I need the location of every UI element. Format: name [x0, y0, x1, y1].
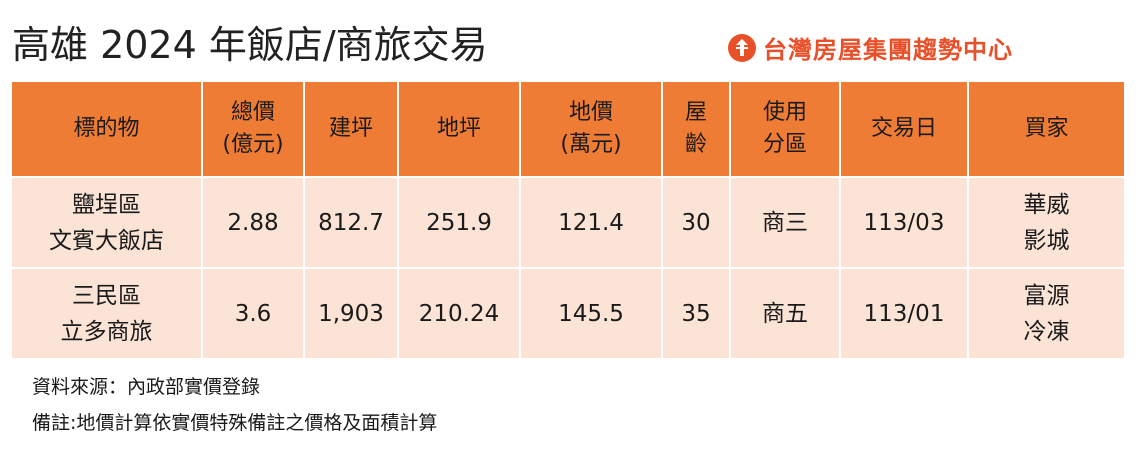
- cell-property: 鹽埕區 文賓大飯店: [12, 176, 203, 268]
- header-total-price: 總價 (億元): [202, 82, 305, 177]
- cell-buyer: 華威 影城: [968, 176, 1124, 268]
- header-property: 標的物: [12, 82, 203, 177]
- source-note: 資料來源：內政部實價登錄: [32, 376, 261, 398]
- table-row: 鹽埕區 文賓大飯店 2.88 812.7 251.9 121.4 30 商三 11…: [12, 176, 1124, 268]
- header-trade-date: 交易日: [840, 82, 969, 177]
- cell-trade-date: 113/03: [840, 176, 969, 268]
- brand: 台灣房屋集團趨勢中心: [727, 30, 1013, 65]
- cell-land-area: 251.9: [398, 176, 521, 268]
- table-row: 三民區 立多商旅 3.6 1,903 210.24 145.5 35 商五 113…: [12, 267, 1124, 358]
- remark-note: 備註:地價計算依實價特殊備註之價格及面積計算: [32, 412, 438, 434]
- taiwan-realty-logo-icon: [728, 33, 756, 62]
- header-building-age: 屋齡: [662, 82, 731, 177]
- cell-total-price: 3.6: [202, 267, 305, 358]
- cell-land-area: 210.24: [398, 267, 521, 358]
- brand-name: 台灣房屋集團趨勢中心: [763, 36, 1013, 64]
- table-header-row: 標的物 總價 (億元) 建坪 地坪 地價 (萬元) 屋齡 使用 分區 交易日 買家: [12, 82, 1124, 177]
- cell-trade-date: 113/01: [840, 267, 969, 358]
- page-title: 高雄 2024 年飯店/商旅交易: [12, 23, 488, 67]
- header-land-area: 地坪: [398, 82, 521, 177]
- transaction-table: 標的物 總價 (億元) 建坪 地坪 地價 (萬元) 屋齡 使用 分區 交易日 買家 鹽…: [12, 82, 1124, 358]
- cell-property: 三民區 立多商旅: [12, 267, 203, 358]
- header-land-price: 地價 (萬元): [520, 82, 663, 177]
- cell-building-area: 812.7: [304, 176, 399, 268]
- cell-buyer: 富源 冷凍: [968, 267, 1124, 358]
- cell-building-area: 1,903: [304, 267, 399, 358]
- header-buyer: 買家: [968, 82, 1124, 177]
- header-zoning: 使用 分區: [730, 82, 841, 177]
- cell-land-price: 121.4: [520, 176, 663, 268]
- cell-zoning: 商三: [730, 176, 841, 268]
- cell-land-price: 145.5: [520, 267, 663, 358]
- header-building-area: 建坪: [304, 82, 399, 177]
- cell-building-age: 30: [662, 176, 731, 268]
- cell-total-price: 2.88: [202, 176, 305, 268]
- cell-zoning: 商五: [730, 267, 841, 358]
- cell-building-age: 35: [662, 267, 731, 358]
